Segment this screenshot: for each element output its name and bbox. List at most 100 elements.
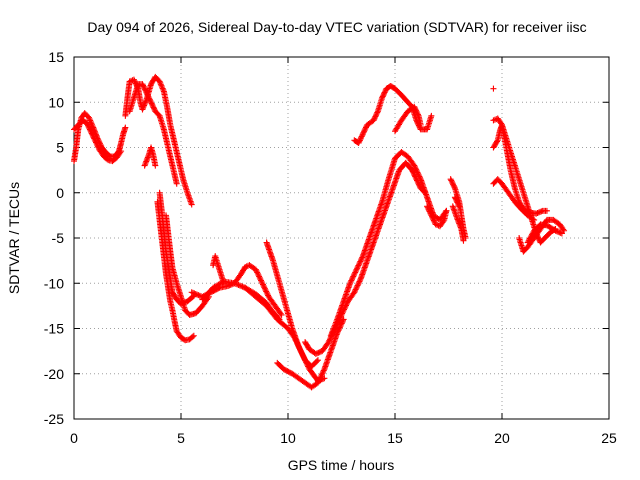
data-point xyxy=(156,78,163,85)
data-point xyxy=(234,281,241,288)
x-tick-label: 15 xyxy=(387,430,403,446)
data-point xyxy=(413,166,420,173)
data-point xyxy=(558,230,565,237)
data-point xyxy=(359,254,366,261)
data-point xyxy=(296,344,303,351)
data-point xyxy=(118,148,125,155)
data-point xyxy=(356,261,363,268)
data-point xyxy=(191,290,198,297)
data-point xyxy=(379,93,386,100)
data-point xyxy=(416,173,423,180)
data-point xyxy=(455,202,462,209)
data-point xyxy=(351,270,358,277)
data-point xyxy=(145,94,152,101)
data-point xyxy=(296,346,303,353)
data-point xyxy=(242,263,249,270)
data-point xyxy=(560,226,567,233)
data-point xyxy=(432,221,439,228)
data-point xyxy=(317,374,324,381)
data-point xyxy=(428,112,435,119)
y-tick-label: 5 xyxy=(56,140,64,156)
data-point xyxy=(258,278,265,285)
data-point xyxy=(261,284,268,291)
data-point xyxy=(355,262,362,269)
axis-ticks: 0 5 10 15 20 25 15 10 5 0 -5 -10 -15 -20 -25 xyxy=(44,49,617,446)
data-point xyxy=(235,281,242,288)
data-point xyxy=(314,357,321,364)
data-points xyxy=(71,73,568,391)
data-point xyxy=(326,337,333,344)
data-point xyxy=(357,257,364,264)
data-point xyxy=(278,311,285,318)
data-point xyxy=(528,232,535,239)
data-point xyxy=(373,112,380,119)
data-point xyxy=(411,105,418,112)
data-point xyxy=(88,130,95,137)
data-point xyxy=(449,180,456,187)
data-point xyxy=(353,266,360,273)
data-point xyxy=(412,165,419,172)
data-point xyxy=(529,230,536,237)
data-point xyxy=(89,131,96,138)
data-point xyxy=(453,198,460,205)
data-point xyxy=(425,207,432,214)
data-point xyxy=(357,258,364,265)
data-point xyxy=(379,94,386,101)
data-point xyxy=(92,138,99,145)
data-point xyxy=(494,138,501,145)
data-point xyxy=(427,211,434,218)
data-point xyxy=(454,199,461,206)
data-point xyxy=(142,87,149,94)
data-point xyxy=(456,203,463,210)
data-point xyxy=(146,95,153,102)
data-point xyxy=(347,278,354,285)
data-point xyxy=(359,130,366,137)
y-tick-label: 0 xyxy=(56,185,64,201)
data-point xyxy=(451,194,458,201)
grid xyxy=(74,57,609,419)
data-point xyxy=(318,373,325,380)
data-point xyxy=(117,149,124,156)
data-point xyxy=(146,96,153,103)
data-point xyxy=(526,236,533,243)
data-point xyxy=(89,132,96,139)
data-point xyxy=(374,109,381,116)
data-point xyxy=(263,289,270,296)
data-point xyxy=(141,85,148,92)
data-point xyxy=(352,269,359,276)
data-point xyxy=(360,129,367,136)
y-tick-label: -15 xyxy=(44,321,64,337)
data-point xyxy=(354,263,361,270)
data-point xyxy=(351,289,358,296)
data-point xyxy=(371,114,378,121)
data-point xyxy=(526,235,533,242)
data-point xyxy=(429,214,436,221)
data-point xyxy=(443,207,450,214)
data-point xyxy=(258,277,265,284)
data-point xyxy=(148,99,155,106)
data-point xyxy=(361,127,368,134)
data-point xyxy=(254,269,261,276)
y-tick-label: 15 xyxy=(48,49,64,65)
data-point xyxy=(300,353,307,360)
data-point xyxy=(348,277,355,284)
data-point xyxy=(356,138,363,145)
data-point xyxy=(528,231,535,238)
data-point xyxy=(417,174,424,181)
data-point xyxy=(531,216,538,223)
data-point xyxy=(95,144,102,151)
data-point xyxy=(173,180,180,187)
x-tick-label: 25 xyxy=(601,430,617,446)
data-point xyxy=(150,104,157,111)
data-point xyxy=(450,181,457,188)
y-tick-label: -25 xyxy=(44,411,64,427)
data-point xyxy=(94,142,101,149)
data-point xyxy=(122,124,129,131)
data-point xyxy=(88,129,95,136)
data-point xyxy=(380,90,387,97)
data-point xyxy=(440,218,447,225)
data-point xyxy=(453,196,460,203)
data-point xyxy=(348,276,355,283)
chart-title: Day 094 of 2026, Sidereal Day-to-day VTE… xyxy=(87,19,586,35)
data-point xyxy=(411,162,418,169)
